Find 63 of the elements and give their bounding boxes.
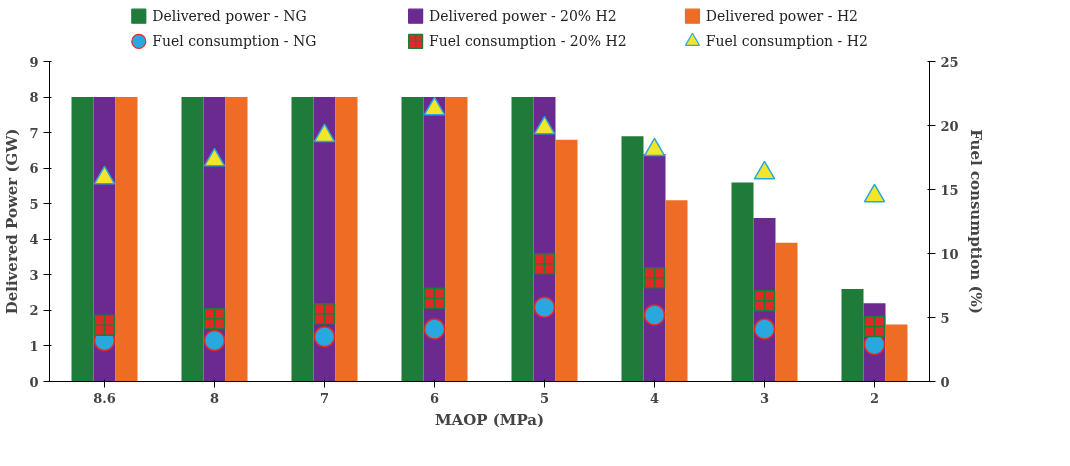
bar [665,200,688,382]
y2-axis-title: Fuel consumption (%) [966,129,985,314]
point [313,325,336,348]
bar [775,242,798,382]
point [423,96,446,116]
x-tick-label: 3 [759,390,770,406]
point [643,304,666,326]
bar [445,97,468,382]
point [203,308,226,330]
bar [555,139,578,382]
x-tick-label: 2 [869,390,880,406]
point [313,302,336,325]
y-tick-label: 8 [29,90,39,106]
y-tick-label: 1 [29,338,39,354]
bar [335,97,358,382]
y2-tick-label: 5 [940,310,950,326]
bar [115,97,138,382]
y-tick-label: 4 [29,232,39,248]
point [863,183,886,203]
y-axis-title: Delivered Power (GW) [3,128,22,315]
bar [885,324,908,382]
point [643,267,666,289]
y2-tick-label: 0 [940,374,950,390]
y-tick-label: 5 [29,196,39,212]
point [533,115,556,135]
x-tick-label: 8 [209,390,220,406]
legend-label: Fuel consumption - H2 [705,33,868,50]
y-tick-label: 3 [29,267,39,283]
y2-tick-label: 20 [940,118,959,134]
point [203,329,226,352]
bar [225,97,248,382]
point [423,287,446,310]
legend-label: Delivered power - H2 [705,8,859,25]
point [533,252,556,275]
point [533,296,556,318]
x-tick-label: 7 [319,390,330,406]
point [203,147,226,167]
y-tick-label: 7 [29,125,39,141]
legend-label: Delivered power - NG [152,8,307,25]
x-tick-label: 4 [649,390,660,406]
legend-label: Fuel consumption - NG [152,33,317,50]
legend-label: Delivered power - 20% H2 [429,8,617,25]
point [753,160,776,180]
y2-tick-label: 10 [940,246,959,262]
point [93,165,116,185]
point [753,290,776,312]
y-tick-label: 2 [29,303,39,319]
point [643,137,666,157]
y2-tick-label: 15 [940,182,959,198]
point [313,123,336,143]
y-tick-label: 9 [29,54,39,70]
y2-tick-label: 25 [940,54,959,70]
point [93,314,116,336]
y-tick-label: 0 [29,374,39,390]
x-tick-label: 6 [429,390,440,406]
point [863,315,886,338]
point [423,318,446,340]
legend-label: Fuel consumption - 20% H2 [429,33,627,50]
y-tick-label: 6 [29,161,39,177]
x-axis-title: MAOP (MPa) [434,410,545,429]
point [753,318,776,340]
x-tick-label: 8.6 [93,390,116,406]
x-tick-label: 5 [539,390,550,406]
